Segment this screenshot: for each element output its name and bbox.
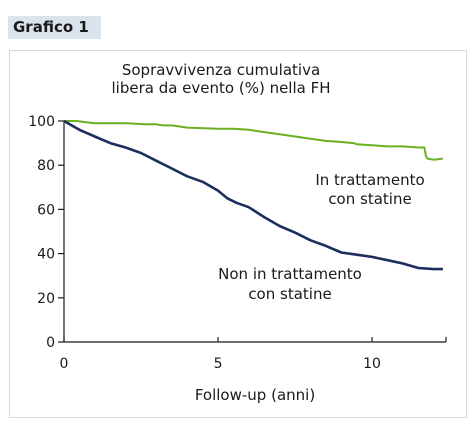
x-tick-label: 5 xyxy=(214,356,223,372)
y-tick-label: 100 xyxy=(28,114,55,130)
series-line-no-statins xyxy=(63,119,443,271)
y-tick-label: 0 xyxy=(46,335,55,351)
x-tick-label: 10 xyxy=(363,356,381,372)
y-tick-label: 80 xyxy=(37,158,55,174)
chart-panel: Sopravvivenza cumulativa libera da evento… xyxy=(9,50,467,418)
series-label-statins: In trattamento xyxy=(315,171,424,189)
series-line-statins xyxy=(64,120,444,161)
series-label-no-statins: con statine xyxy=(248,285,331,303)
y-tick-label: 20 xyxy=(37,291,55,307)
chart-title-line: Sopravvivenza cumulativa xyxy=(122,61,320,79)
y-tick-label: 40 xyxy=(37,247,55,263)
figure-label: Grafico 1 xyxy=(8,16,101,39)
x-tick-label: 0 xyxy=(60,356,69,372)
x-axis-label: Follow-up (anni) xyxy=(195,386,315,404)
series-label-statins: con statine xyxy=(328,190,411,208)
chart-title-line: libera da evento (%) nella FH xyxy=(111,79,330,97)
series-label-no-statins: Non in trattamento xyxy=(218,265,362,283)
chart-series xyxy=(63,119,444,271)
chart-axes: 0 20 40 60 80 100 0 5 10 Follow-up (anni) xyxy=(28,114,447,404)
y-tick-label: 60 xyxy=(37,202,55,218)
